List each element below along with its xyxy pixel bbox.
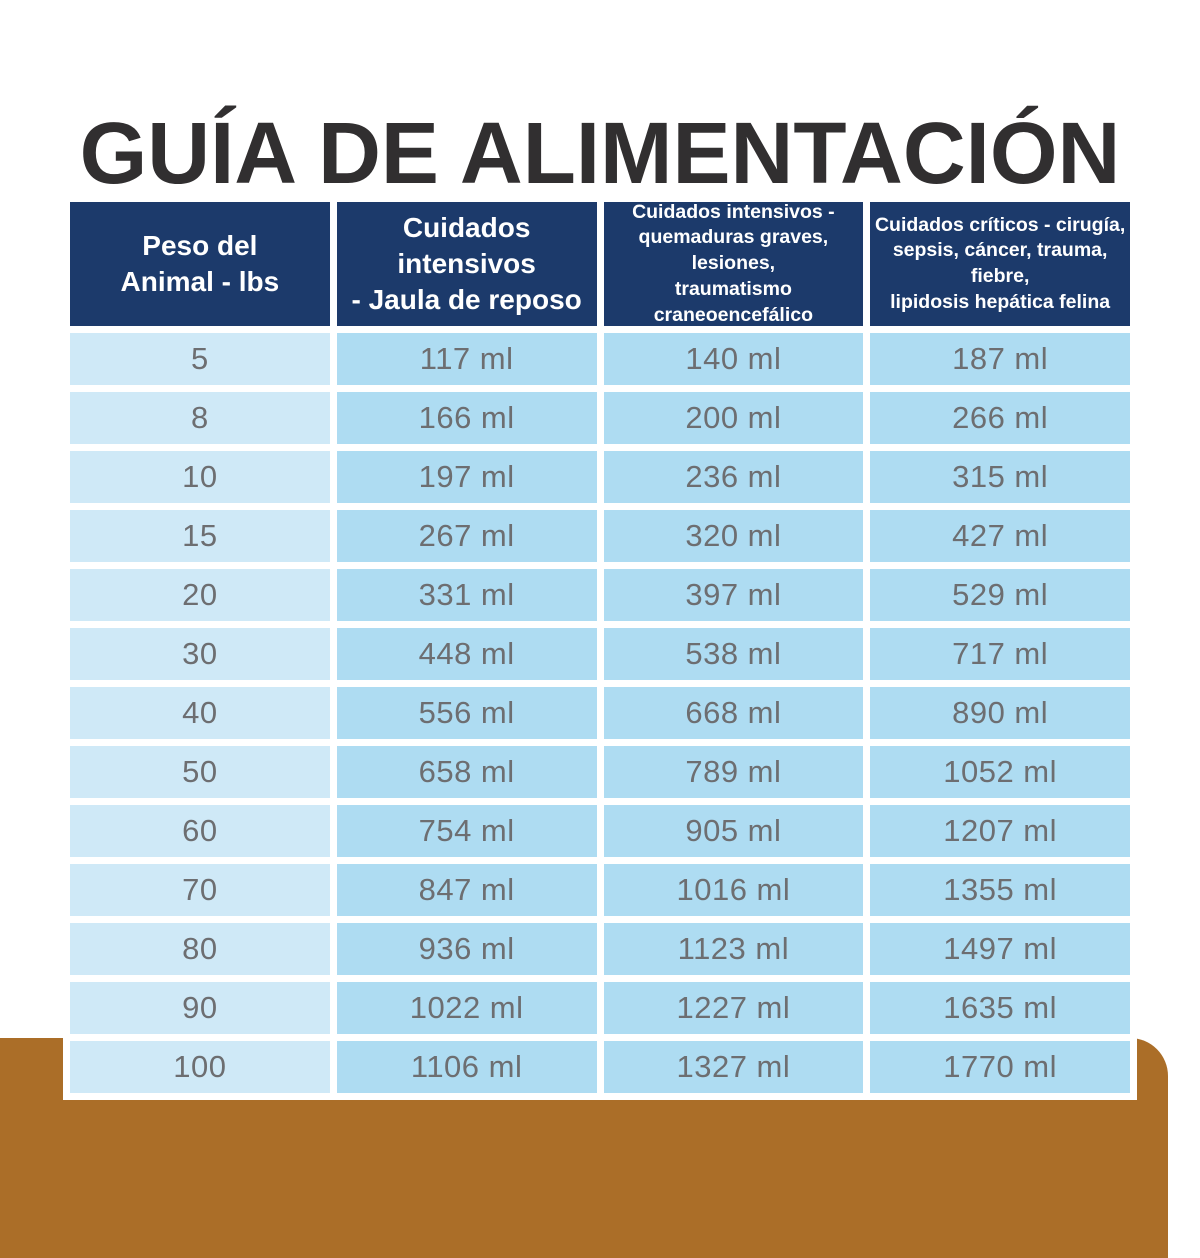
volume-cell: 427 ml bbox=[870, 510, 1130, 562]
volume-cell: 187 ml bbox=[870, 333, 1130, 385]
volume-cell: 1207 ml bbox=[870, 805, 1130, 857]
volume-cell: 117 ml bbox=[336, 333, 597, 385]
feeding-guide-table: Peso del Animal - lbs Cuidados intensivo… bbox=[63, 195, 1137, 1100]
volume-cell: 315 ml bbox=[870, 451, 1130, 503]
weight-cell: 70 bbox=[70, 864, 330, 916]
weight-cell: 8 bbox=[70, 392, 330, 444]
volume-cell: 890 ml bbox=[870, 687, 1130, 739]
weight-cell: 10 bbox=[70, 451, 330, 503]
weight-cell: 90 bbox=[70, 982, 330, 1034]
volume-cell: 266 ml bbox=[870, 392, 1130, 444]
volume-cell: 1123 ml bbox=[603, 923, 864, 975]
volume-cell: 236 ml bbox=[603, 451, 864, 503]
volume-cell: 1497 ml bbox=[870, 923, 1130, 975]
weight-cell: 5 bbox=[70, 333, 330, 385]
weight-cell: 40 bbox=[70, 687, 330, 739]
volume-cell: 754 ml bbox=[336, 805, 597, 857]
header-cell-weight: Peso del Animal - lbs bbox=[70, 202, 330, 326]
weight-cell: 100 bbox=[70, 1041, 330, 1093]
volume-cell: 397 ml bbox=[603, 569, 864, 621]
volume-cell: 197 ml bbox=[336, 451, 597, 503]
weight-cell: 30 bbox=[70, 628, 330, 680]
volume-cell: 267 ml bbox=[336, 510, 597, 562]
weight-cell: 80 bbox=[70, 923, 330, 975]
header-cell-critical: Cuidados críticos - cirugía, sepsis, cán… bbox=[870, 202, 1130, 326]
volume-cell: 140 ml bbox=[603, 333, 864, 385]
volume-cell: 556 ml bbox=[336, 687, 597, 739]
volume-cell: 166 ml bbox=[336, 392, 597, 444]
volume-cell: 1327 ml bbox=[603, 1041, 864, 1093]
volume-cell: 200 ml bbox=[603, 392, 864, 444]
volume-cell: 1022 ml bbox=[336, 982, 597, 1034]
volume-cell: 1770 ml bbox=[870, 1041, 1130, 1093]
weight-cell: 15 bbox=[70, 510, 330, 562]
volume-cell: 789 ml bbox=[603, 746, 864, 798]
page-title: GUÍA DE ALIMENTACIÓN bbox=[79, 105, 1121, 203]
weight-cell: 50 bbox=[70, 746, 330, 798]
volume-cell: 320 ml bbox=[603, 510, 864, 562]
volume-cell: 1016 ml bbox=[603, 864, 864, 916]
volume-cell: 847 ml bbox=[336, 864, 597, 916]
volume-cell: 448 ml bbox=[336, 628, 597, 680]
volume-cell: 538 ml bbox=[603, 628, 864, 680]
volume-cell: 1355 ml bbox=[870, 864, 1130, 916]
volume-cell: 1106 ml bbox=[336, 1041, 597, 1093]
volume-cell: 658 ml bbox=[336, 746, 597, 798]
volume-cell: 529 ml bbox=[870, 569, 1130, 621]
weight-cell: 20 bbox=[70, 569, 330, 621]
volume-cell: 905 ml bbox=[603, 805, 864, 857]
weight-cell: 60 bbox=[70, 805, 330, 857]
volume-cell: 668 ml bbox=[603, 687, 864, 739]
volume-cell: 1052 ml bbox=[870, 746, 1130, 798]
header-cell-intensive-rest: Cuidados intensivos - Jaula de reposo bbox=[336, 202, 597, 326]
header-cell-intensive-trauma: Cuidados intensivos - quemaduras graves,… bbox=[603, 201, 864, 326]
volume-cell: 331 ml bbox=[336, 569, 597, 621]
volume-cell: 1227 ml bbox=[603, 982, 864, 1034]
volume-cell: 1635 ml bbox=[870, 982, 1130, 1034]
volume-cell: 936 ml bbox=[336, 923, 597, 975]
volume-cell: 717 ml bbox=[870, 628, 1130, 680]
